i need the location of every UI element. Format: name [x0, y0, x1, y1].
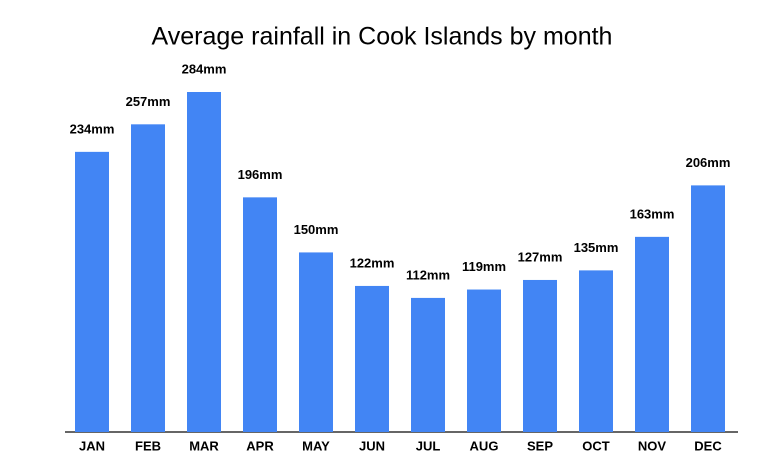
- x-tick-label: FEB: [135, 438, 161, 453]
- data-label: 163mm: [630, 206, 675, 221]
- x-tick-label: JAN: [79, 438, 105, 453]
- data-label: 284mm: [182, 61, 227, 76]
- bar: [243, 197, 277, 432]
- x-tick-label: OCT: [582, 438, 610, 453]
- x-tick-label: JUN: [359, 438, 385, 453]
- x-tick-label: DEC: [694, 438, 722, 453]
- bar: [691, 185, 725, 432]
- bar: [467, 289, 501, 432]
- x-tick-label: SEP: [527, 438, 553, 453]
- data-label: 257mm: [126, 94, 171, 109]
- data-label: 234mm: [70, 121, 115, 136]
- bar: [411, 297, 445, 432]
- bar: [131, 124, 165, 432]
- x-tick-label: APR: [246, 438, 274, 453]
- x-tick-label: JUL: [416, 438, 441, 453]
- data-label: 127mm: [518, 249, 563, 264]
- data-label: 196mm: [238, 167, 283, 182]
- bar: [75, 151, 109, 432]
- x-tick-label: MAR: [189, 438, 219, 453]
- data-label: 122mm: [350, 255, 395, 270]
- bar: [579, 270, 613, 432]
- chart-title: Average rainfall in Cook Islands by mont…: [152, 23, 613, 51]
- x-tick-label: MAY: [302, 438, 330, 453]
- bar: [299, 252, 333, 432]
- data-label: 135mm: [574, 240, 619, 255]
- data-label: 150mm: [294, 222, 339, 237]
- x-tick-label: AUG: [470, 438, 499, 453]
- data-label: 112mm: [406, 267, 450, 282]
- data-label: 206mm: [686, 155, 731, 170]
- bar: [523, 279, 557, 432]
- data-label: 119mm: [462, 259, 506, 274]
- bar: [355, 285, 389, 432]
- bar: [635, 236, 669, 432]
- x-tick-label: NOV: [638, 438, 667, 453]
- bar: [187, 92, 221, 432]
